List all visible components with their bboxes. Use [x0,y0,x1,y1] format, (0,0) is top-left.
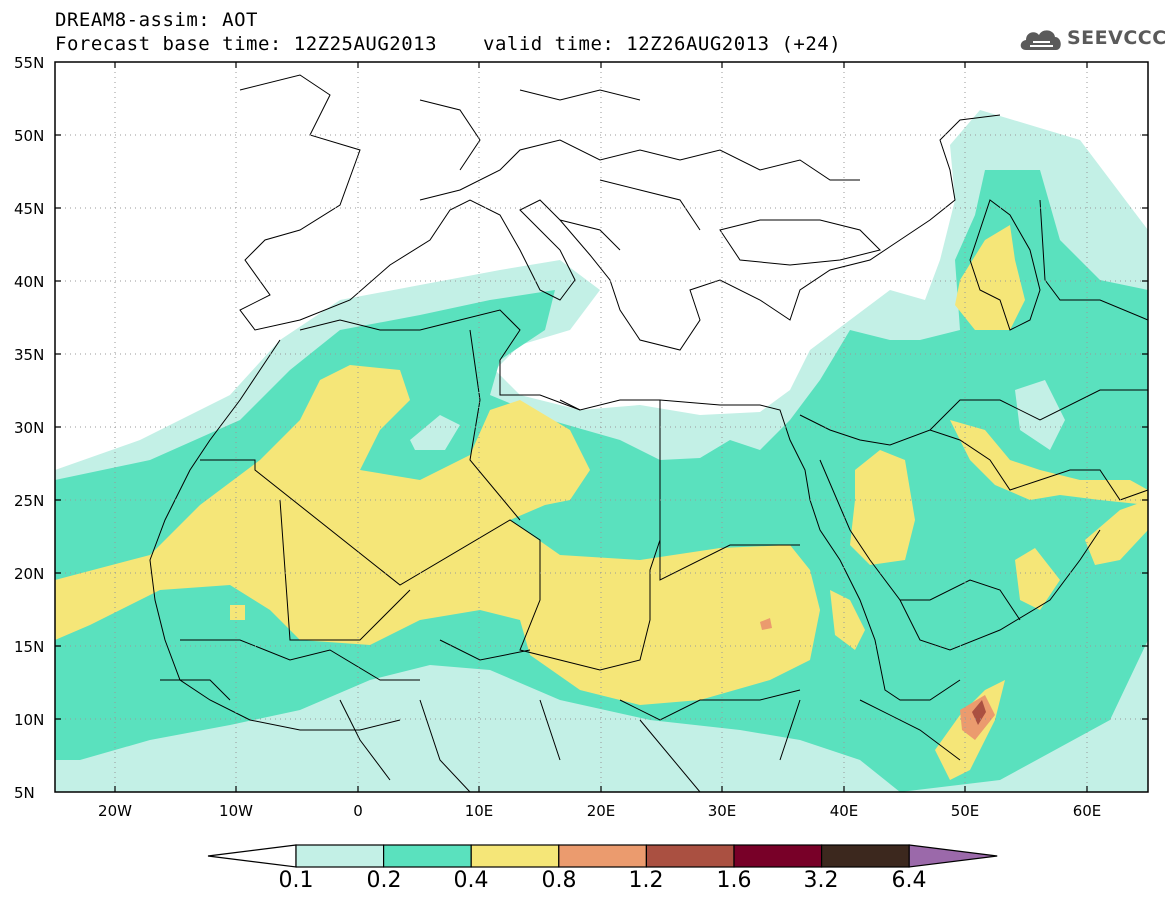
lon-label: 10E [464,802,494,820]
lat-label: 10N [14,711,45,729]
colorbar-label: 0.2 [366,868,402,893]
lat-label: 45N [14,200,45,218]
seevccc-logo: SEEVCCC [1067,27,1165,49]
lat-label: 50N [14,127,45,145]
colorbar-label: 1.2 [628,868,664,893]
colorbar-label: 3.2 [803,868,839,893]
map-title: DREAM8-assim: AOT [55,9,258,31]
forecast-base-time: Forecast base time: 12Z25AUG2013 [55,33,438,55]
colorbar-label: 0.1 [278,868,314,893]
valid-time: valid time: 12Z26AUG2013 (+24) [483,33,842,55]
aot-band-0.4 [55,365,820,705]
lat-label: 15N [14,638,45,656]
lat-label: 35N [14,346,45,364]
coastline-arabia [799,414,1148,501]
lon-label: 20W [98,802,132,820]
lon-label: 20E [586,802,616,820]
coastline-africa [149,339,401,731]
lon-label: 50E [950,802,980,820]
caspian-sea [969,199,1041,331]
lat-label: 20N [14,565,45,583]
lat-label: 40N [14,273,45,291]
black-sea [719,219,881,266]
lat-label: 25N [14,492,45,510]
lon-label: 0 [353,802,363,820]
lon-label: 30E [707,802,737,820]
colorbar-label: 1.6 [716,868,752,893]
colorbar-label: 0.8 [541,868,577,893]
lon-label: 10W [219,802,253,820]
colorbar-label: 6.4 [891,868,927,893]
lat-label: 55N [14,54,45,72]
lat-label: 5N [14,784,35,802]
country-borders [200,199,1148,721]
coastline-europe [239,74,1001,351]
cloud-icon [1020,30,1061,50]
lon-label: 60E [1072,802,1102,820]
lon-label: 40E [829,802,859,820]
lat-label: 30N [14,419,45,437]
colorbar-label: 0.4 [453,868,489,893]
